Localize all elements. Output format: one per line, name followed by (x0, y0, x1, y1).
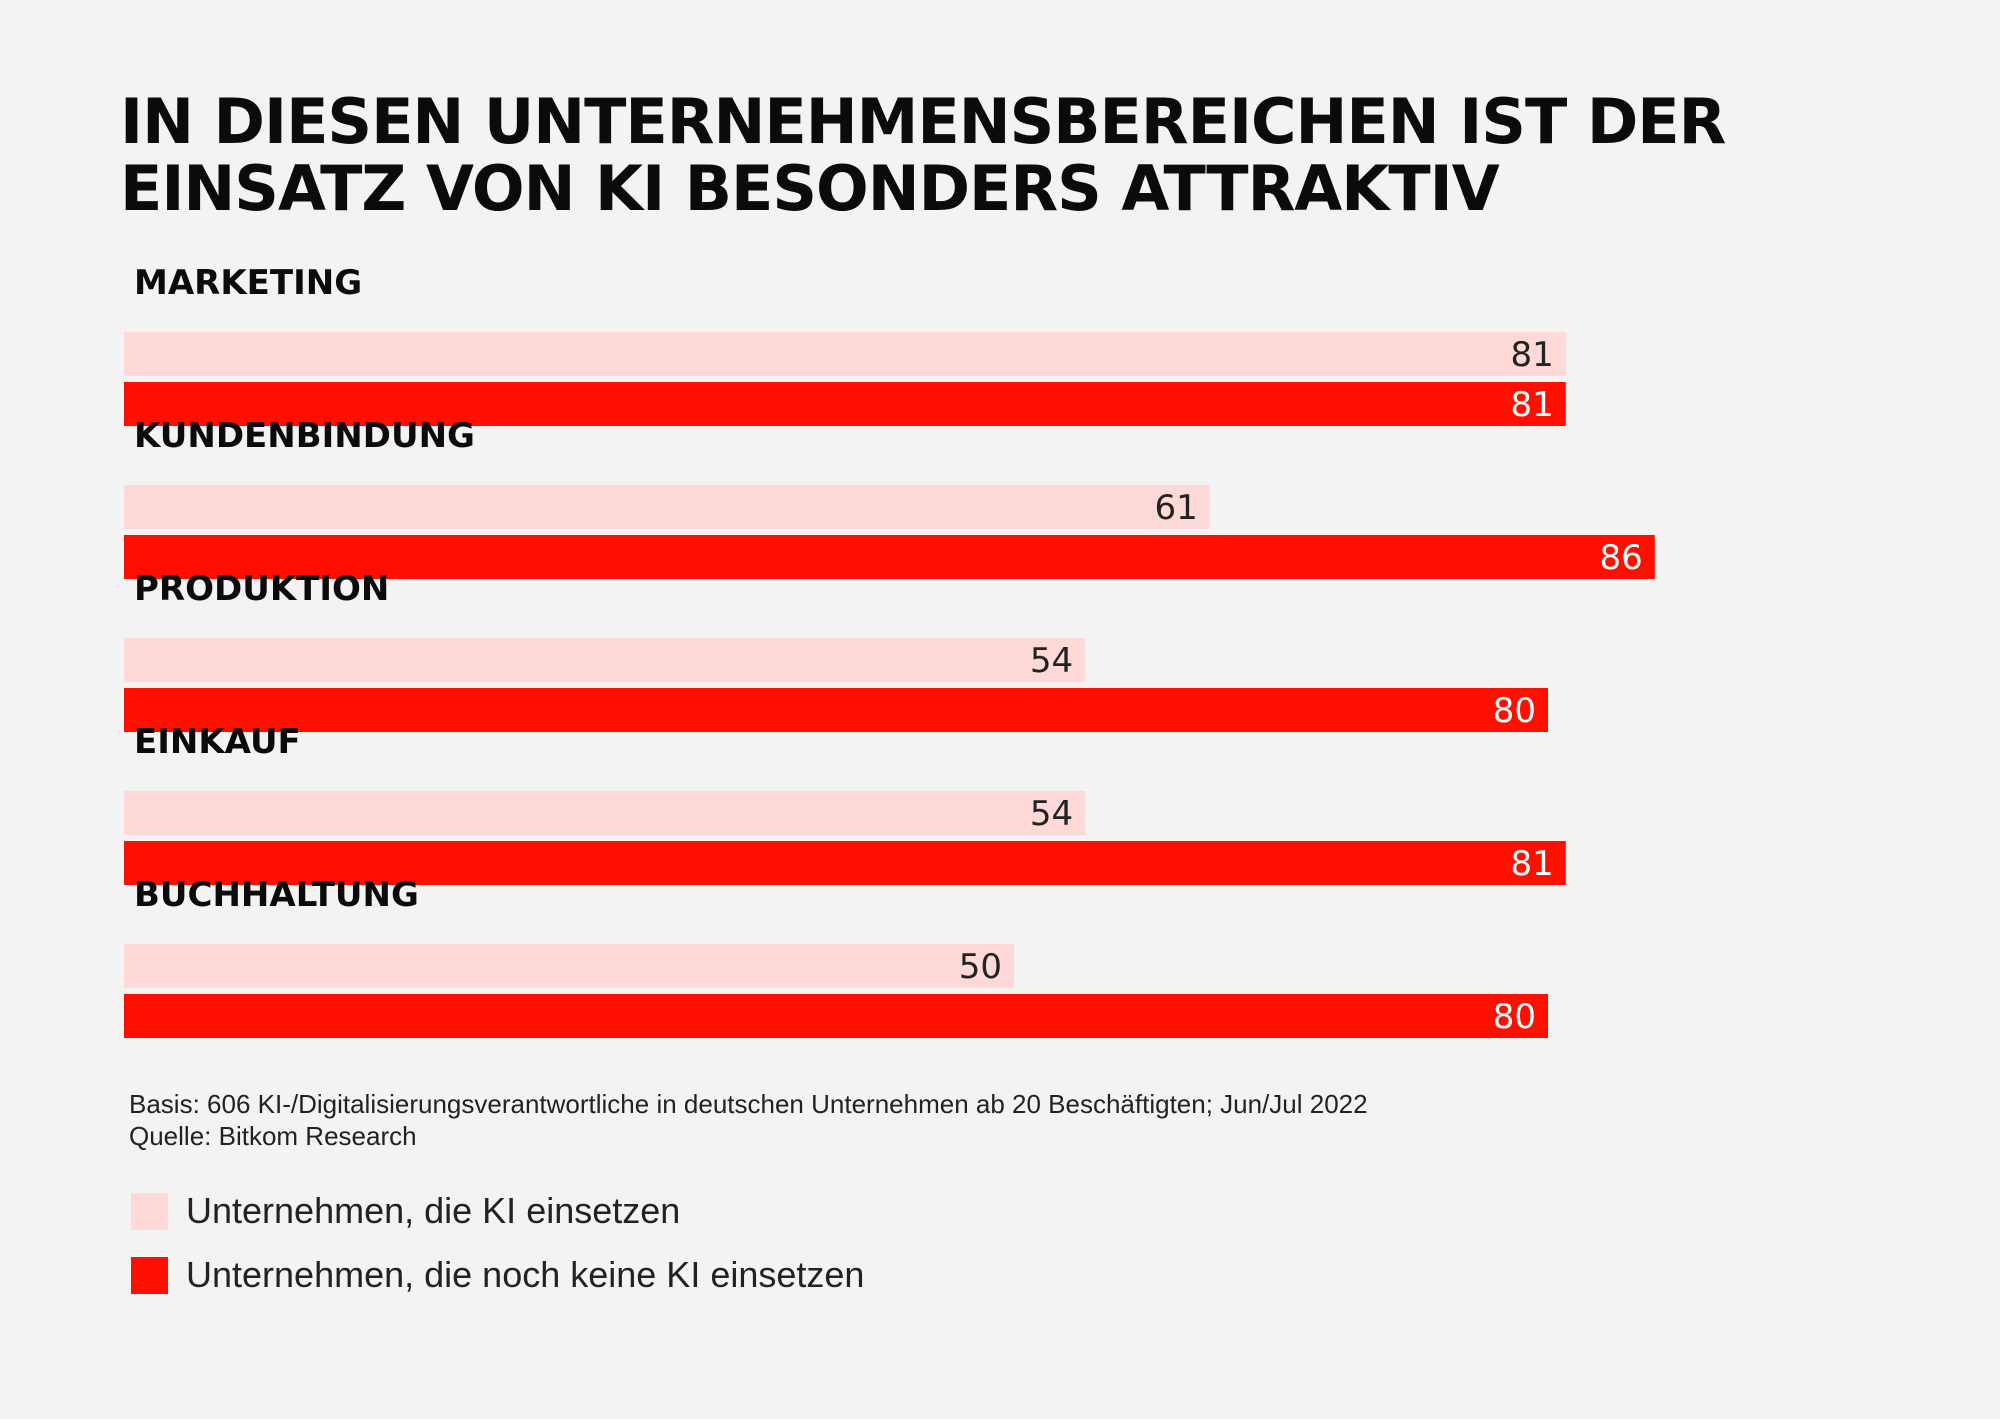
legend-swatch-ki-users (131, 1192, 168, 1230)
category-label-marketing: MARKETING (134, 263, 362, 303)
legend-label-non-ki-users: Unternehmen, die noch keine KI einsetzen (186, 1254, 865, 1295)
bar-chart: MARKETING 81 81 KUNDENBINDUNG 61 86 PRODUKTION… (124, 263, 1655, 1038)
chart-title: IN DIESEN UNTERNEHMENSBEREICHEN IST DER … (120, 88, 1820, 222)
chart-notes: Basis: 606 KI-/Digitalisierungsverantwor… (129, 1088, 1368, 1152)
bar-kundenbindung-series-2 (124, 535, 1655, 579)
category-label-einkauf: EINKAUF (134, 722, 301, 762)
value-label-kundenbindung-series-2: 86 (1600, 538, 1643, 578)
value-label-marketing-series-2: 81 (1511, 385, 1554, 425)
bar-marketing-series-1 (124, 332, 1566, 376)
category-label-produktion: PRODUKTION (134, 569, 389, 609)
bar-buchhaltung-series-2 (124, 994, 1548, 1038)
legend-item-non-ki-users: Unternehmen, die noch keine KI einsetzen (131, 1254, 865, 1295)
category-label-buchhaltung: BUCHHALTUNG (134, 875, 419, 915)
value-label-buchhaltung-series-1: 50 (959, 947, 1002, 987)
value-label-buchhaltung-series-2: 80 (1493, 997, 1536, 1037)
chart-legend: Unternehmen, die KI einsetzen Unternehme… (131, 1190, 865, 1320)
bar-einkauf-series-2 (124, 841, 1566, 885)
category-label-kundenbindung: KUNDENBINDUNG (134, 416, 475, 456)
value-label-einkauf-series-2: 81 (1511, 844, 1554, 884)
source-note: Quelle: Bitkom Research (129, 1121, 417, 1151)
chart-title-line-2: EINSATZ VON KI BESONDERS ATTRAKTIV (120, 152, 1500, 225)
bar-produktion-series-1 (124, 638, 1086, 682)
value-label-produktion-series-1: 54 (1030, 641, 1073, 681)
value-label-marketing-series-1: 81 (1511, 335, 1554, 375)
bar-produktion-series-2 (124, 688, 1548, 732)
legend-swatch-non-ki-users (131, 1256, 168, 1294)
value-label-einkauf-series-1: 54 (1030, 794, 1073, 834)
bar-einkauf-series-1 (124, 791, 1086, 835)
bar-marketing-series-2 (124, 382, 1566, 426)
bar-kundenbindung-series-1 (124, 485, 1210, 529)
chart-title-line-1: IN DIESEN UNTERNEHMENSBEREICHEN IST DER (120, 85, 1726, 158)
value-label-produktion-series-2: 80 (1493, 691, 1536, 731)
basis-note: Basis: 606 KI-/Digitalisierungsverantwor… (129, 1089, 1368, 1119)
value-label-kundenbindung-series-1: 61 (1155, 488, 1198, 528)
bar-buchhaltung-series-1 (124, 944, 1014, 988)
legend-item-ki-users: Unternehmen, die KI einsetzen (131, 1190, 864, 1231)
legend-label-ki-users: Unternehmen, die KI einsetzen (186, 1190, 681, 1231)
